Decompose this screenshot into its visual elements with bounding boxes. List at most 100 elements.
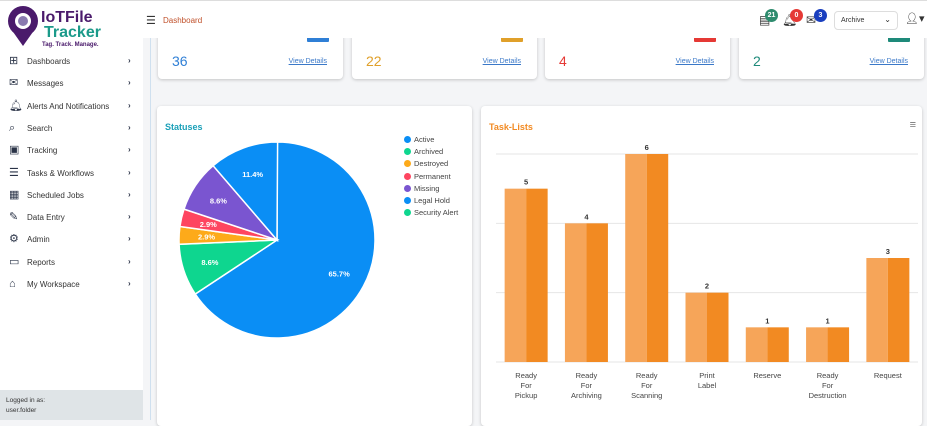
- legend-item[interactable]: Archived: [404, 147, 443, 156]
- summary-card: 36 View Details: [158, 30, 343, 79]
- bar[interactable]: [707, 292, 729, 362]
- messages-badge: 3: [814, 9, 827, 22]
- tasks-icon[interactable]: ▤: [759, 13, 771, 27]
- dashboard-icon: ⊞: [9, 55, 19, 67]
- chevron-right-icon: ›: [128, 234, 131, 244]
- summary-card: 4 View Details: [545, 30, 730, 79]
- archive-select[interactable]: Archive ⌄: [834, 11, 898, 30]
- x-tick-label: Ready: [576, 371, 598, 380]
- x-tick-label: Print: [699, 371, 715, 380]
- bar[interactable]: [866, 258, 888, 362]
- x-tick-label: Request: [874, 371, 903, 380]
- card-color-mark: [694, 37, 716, 42]
- pie-data-label: 2.9%: [200, 220, 217, 229]
- summary-card: 22 View Details: [352, 30, 537, 79]
- chevron-right-icon: ›: [128, 122, 131, 132]
- sidebar-item-label: Tasks & Workflows: [27, 168, 94, 178]
- task-lists-panel: 5 Ready For Pickup 4 Ready For Archiving 6 Ready F…: [481, 106, 922, 426]
- legend-label: Legal Hold: [414, 196, 450, 205]
- chevron-right-icon: ›: [128, 56, 131, 65]
- menu-toggle-icon[interactable]: ☰: [146, 15, 156, 27]
- legend-item[interactable]: Security Alert: [404, 208, 458, 217]
- sidebar-item-label: Admin: [27, 235, 50, 245]
- bar[interactable]: [685, 292, 708, 362]
- bar[interactable]: [745, 327, 768, 362]
- summary-card: 2 View Details: [739, 30, 924, 79]
- sidebar-item-label: Scheduled Jobs: [27, 190, 84, 200]
- legend-item[interactable]: Destroyed: [404, 159, 448, 168]
- sidebar-item-admin[interactable]: ⚙ Admin ›: [0, 230, 143, 250]
- statuses-panel: 65.7% 8.6% 2.9% 2.9% 8.6% 11.4% Statuses Acti…: [157, 106, 472, 426]
- sidebar-item-dashboards[interactable]: ⊞ Dashboards ›: [0, 52, 143, 72]
- view-details-link[interactable]: View Details: [482, 58, 521, 65]
- sidebar-item-search[interactable]: ⌕ Search ›: [0, 119, 143, 139]
- top-bar: IoTFile Tracker Tag. Track. Manage. ☰ Da…: [0, 0, 927, 48]
- bar[interactable]: [767, 327, 789, 362]
- view-details-link[interactable]: View Details: [288, 58, 327, 65]
- legend-label: Security Alert: [414, 208, 459, 218]
- pie-slice-active[interactable]: [194, 141, 376, 339]
- pie-data-label: 65.7%: [329, 269, 351, 278]
- sidebar-item-reports[interactable]: ▭ Reports ›: [0, 253, 143, 273]
- bar[interactable]: [887, 258, 910, 362]
- sidebar-item-my-workspace[interactable]: ⌂ My Workspace ›: [0, 275, 143, 295]
- chevron-right-icon: ›: [128, 167, 131, 177]
- chevron-right-icon: ›: [128, 78, 131, 88]
- bar-data-label: 2: [705, 282, 709, 291]
- view-details-link[interactable]: View Details: [869, 58, 908, 65]
- legend-marker: [404, 160, 411, 168]
- x-tick-label: For: [581, 381, 593, 390]
- legend-item[interactable]: Missing: [404, 184, 439, 193]
- sidebar-item-label: Search: [27, 123, 53, 133]
- pie-data-label: 8.6%: [210, 197, 227, 206]
- mail-icon[interactable]: ✉: [806, 13, 817, 27]
- pie-slice-legal-hold[interactable]: [212, 141, 279, 243]
- bar[interactable]: [586, 223, 608, 362]
- pie-data-label: 8.6%: [201, 258, 218, 267]
- bar[interactable]: [646, 154, 669, 362]
- task-lists-bar-chart: 5ReadyForPickup4ReadyForArchiving6ReadyF…: [496, 143, 918, 400]
- logged-in-info: Logged in as: user.folder: [0, 390, 143, 420]
- bar[interactable]: [806, 327, 828, 362]
- chevron-right-icon: ›: [128, 145, 131, 155]
- x-tick-label: Pickup: [515, 391, 538, 400]
- bar-data-label: 3: [886, 247, 890, 256]
- sidebar-item-messages[interactable]: ✉ Messages ›: [0, 74, 143, 94]
- sidebar-item-label: Reports: [27, 257, 56, 267]
- iotfile-tracker-logo[interactable]: IoTFile Tracker Tag. Track. Manage.: [6, 4, 126, 52]
- sidebar-item-alerts-and-notifications[interactable]: 🔔︎ Alerts And Notifications ›: [0, 97, 143, 117]
- sidebar-item-label: Dashboards: [27, 57, 71, 66]
- sidebar-item-scheduled-jobs[interactable]: ▦ Scheduled Jobs ›: [0, 186, 143, 206]
- bar[interactable]: [564, 223, 587, 362]
- sidebar-item-tasks-workflows[interactable]: ☰ Tasks & Workflows ›: [0, 164, 143, 184]
- view-details-link[interactable]: View Details: [675, 58, 714, 65]
- legend-marker: [404, 197, 411, 204]
- legend-item[interactable]: Legal Hold: [404, 196, 450, 205]
- chevron-right-icon: ›: [128, 256, 131, 266]
- pie-data-label: 2.9%: [198, 233, 215, 242]
- chart-menu-icon[interactable]: ≡: [909, 119, 916, 131]
- breadcrumb[interactable]: Dashboard: [163, 16, 203, 25]
- legend-marker: [404, 172, 411, 180]
- user-menu-icon[interactable]: 👤︎▾: [905, 13, 925, 25]
- statuses-pie-chart: 65.7% 8.6% 2.9% 2.9% 8.6% 11.4%: [178, 141, 376, 339]
- archive-select-value: Archive: [841, 17, 865, 24]
- sidebar-item-label: My Workspace: [27, 280, 80, 289]
- reports-icon: ▭: [9, 255, 20, 268]
- chevron-right-icon: ›: [128, 279, 131, 288]
- bar[interactable]: [827, 327, 850, 362]
- sidebar-item-label: Tracking: [27, 146, 58, 156]
- bar[interactable]: [625, 154, 647, 362]
- sidebar-item-data-entry[interactable]: ✎ Data Entry ›: [0, 208, 143, 228]
- x-tick-label: Archiving: [571, 391, 602, 400]
- bar[interactable]: [526, 188, 548, 362]
- tracking-icon: ▣: [9, 144, 20, 157]
- x-tick-label: For: [641, 381, 653, 390]
- legend-item[interactable]: Active: [404, 135, 434, 144]
- bar[interactable]: [504, 188, 527, 362]
- legend-item[interactable]: Permanent: [404, 172, 451, 181]
- brand-tagline: Tag. Track. Manage.: [42, 42, 99, 48]
- sidebar-item-tracking[interactable]: ▣ Tracking ›: [0, 141, 143, 161]
- legend-marker: [404, 184, 411, 192]
- card-value: 2: [753, 53, 761, 69]
